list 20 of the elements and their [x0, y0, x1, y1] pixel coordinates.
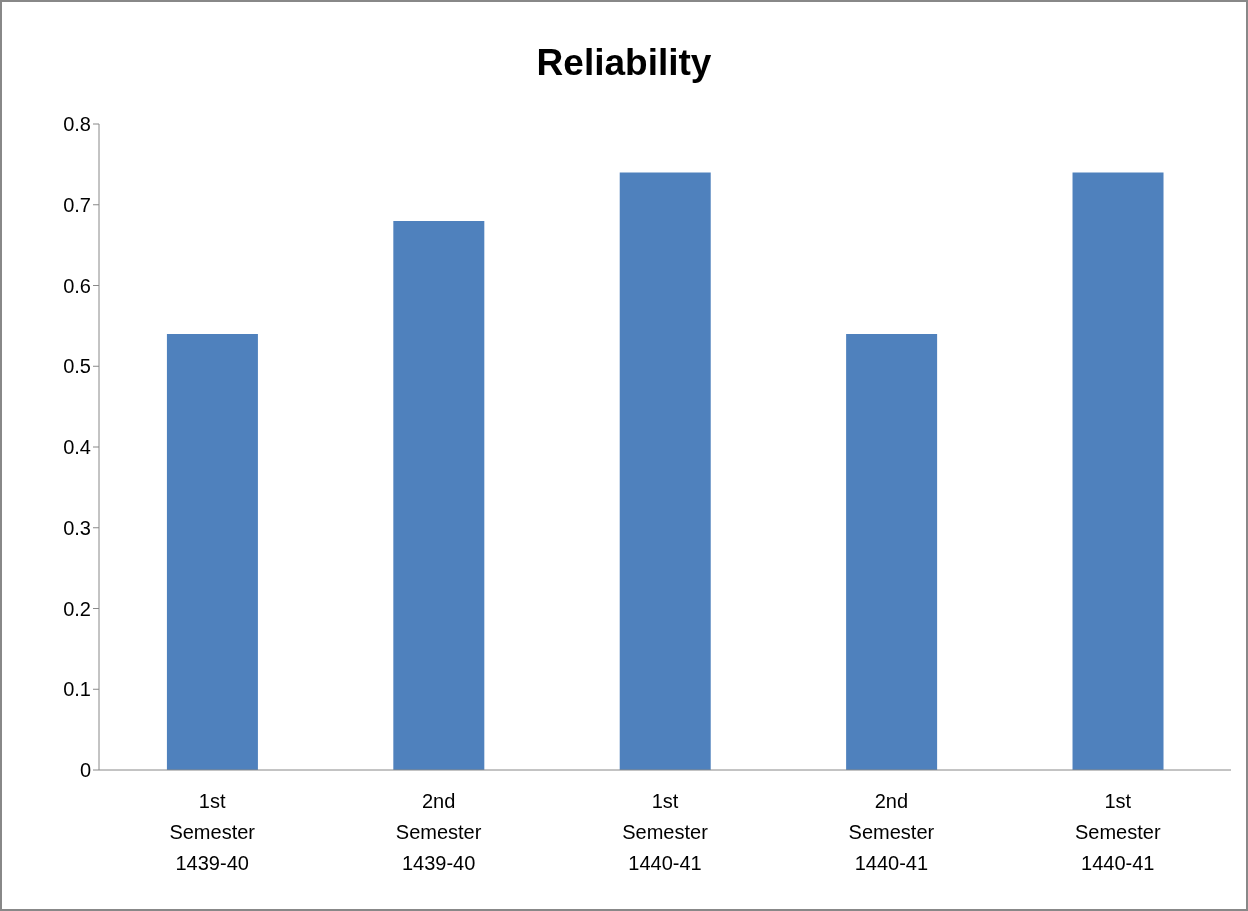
- y-tick-label: 0: [79, 759, 91, 782]
- chart-title: Reliability: [535, 42, 713, 84]
- y-tick-label: 0.3: [63, 516, 91, 539]
- x-tick-label: 1st Semester 1440-41: [1075, 790, 1161, 874]
- x-tick-label: 1st Semester 1440-41: [622, 790, 709, 874]
- y-tick-label: 0.4: [63, 436, 91, 459]
- y-tick-label: 0.5: [63, 355, 91, 378]
- y-tick-label: 0.7: [63, 193, 91, 216]
- x-tick-label: 2nd Semester 1439-40: [395, 790, 482, 874]
- bar: [166, 333, 258, 770]
- y-tick-label: 0.6: [63, 274, 91, 297]
- x-tick-label: 1st Semester 1439-40: [169, 790, 256, 874]
- y-tick-label: 0.2: [63, 597, 91, 620]
- bar: [1072, 172, 1164, 770]
- bar: [393, 220, 485, 770]
- bar: [619, 172, 711, 770]
- y-tick-label: 0.1: [63, 678, 91, 701]
- x-tick-label: 2nd Semester 1440-41: [848, 790, 935, 874]
- bar: [846, 333, 938, 770]
- y-tick-label: 0.8: [63, 113, 91, 136]
